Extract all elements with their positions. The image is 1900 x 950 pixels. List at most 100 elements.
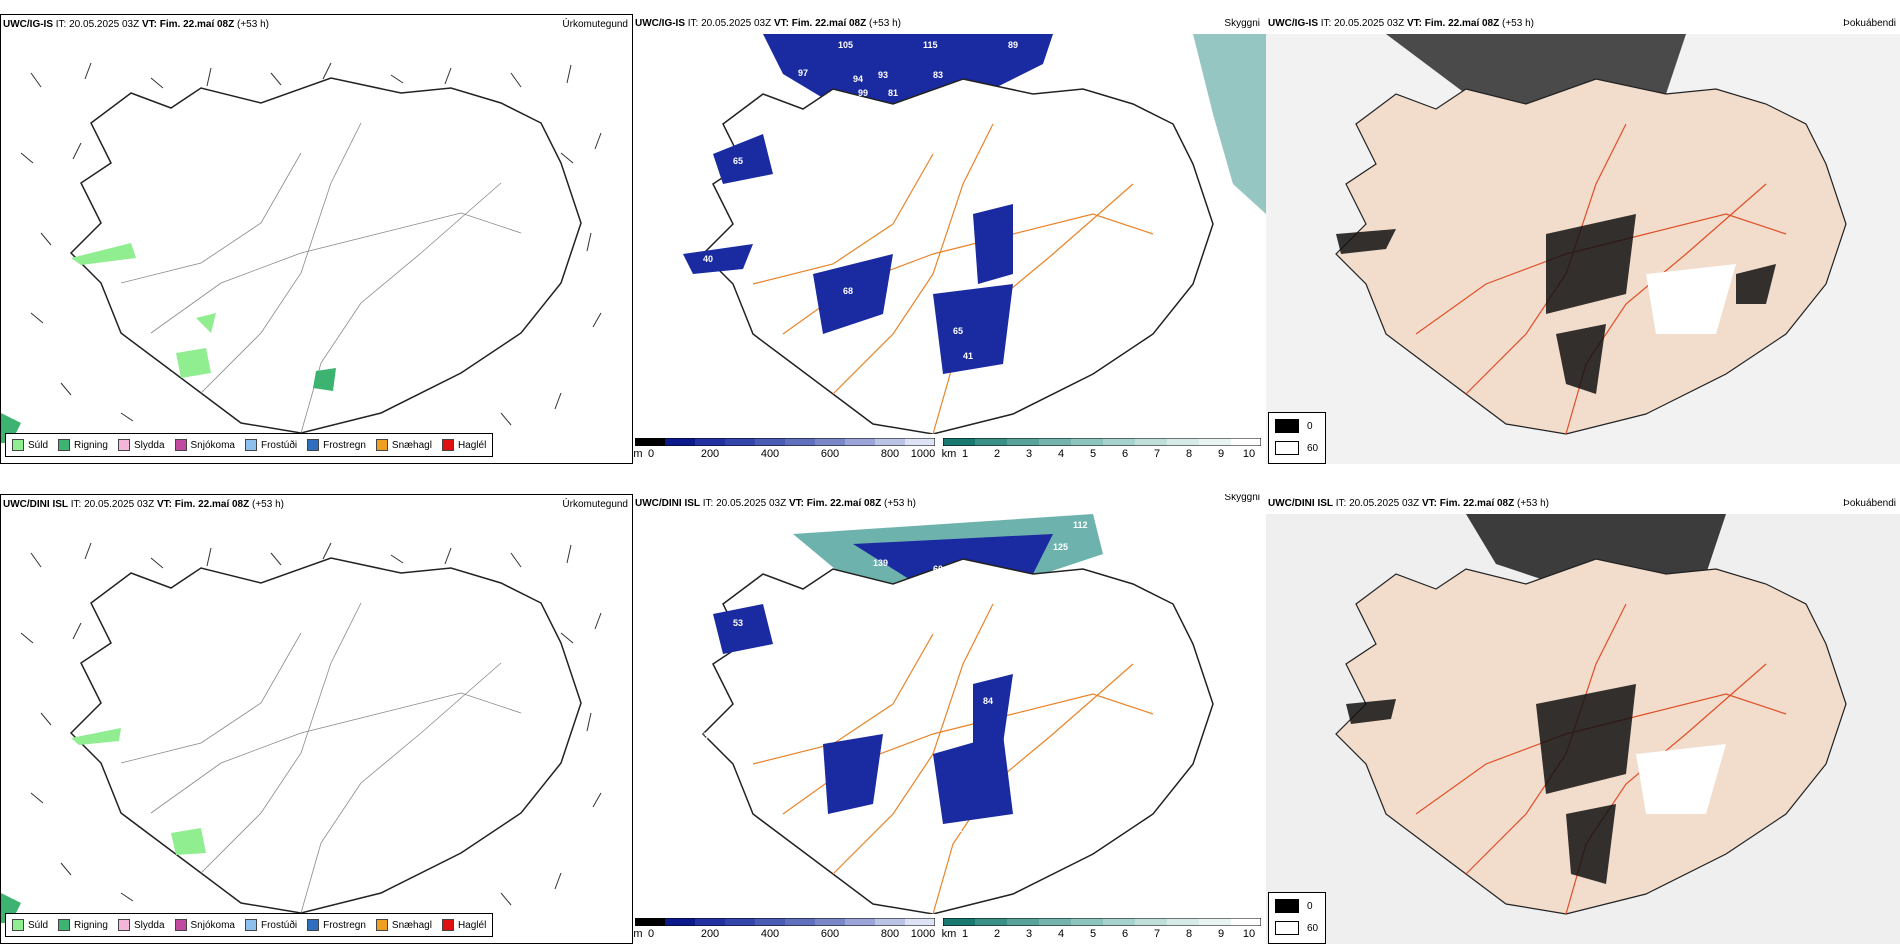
panel-header: UWC/DINI ISL IT: 20.05.2025 03Z VT: Fim.…: [3, 499, 284, 510]
visibility-colorbar-swatches: [943, 918, 1261, 926]
svg-text:139: 139: [873, 558, 888, 568]
iceland-outline: [701, 78, 1214, 434]
panel-header: UWC/IG-IS IT: 20.05.2025 03Z VT: Fim. 22…: [1268, 18, 1534, 29]
fog-index-map: [1266, 514, 1900, 944]
visibility-colorbar: km 1 2 3 4 5 6 7 8 9 10: [942, 438, 1261, 460]
legend-item-drizzle: Súld: [12, 439, 48, 451]
legend-swatch: [58, 919, 71, 931]
svg-text:60: 60: [933, 564, 943, 574]
svg-text:81: 81: [888, 88, 898, 98]
visibility-colorbar: km 1 2 3 4 5 6 7 8 9 10: [942, 918, 1261, 940]
fog-legend: 0 60: [1268, 892, 1326, 944]
legend-swatch: [375, 439, 388, 451]
precip-type-map: [1, 542, 602, 923]
legend-swatch: [12, 439, 24, 451]
precip-legend: Súld Rigning Slydda Snjókoma Frostúði Fr…: [5, 433, 494, 457]
svg-text:51: 51: [953, 824, 963, 834]
svg-text:68: 68: [843, 286, 853, 296]
legend-swatch: [117, 439, 130, 451]
panel-header: UWC/DINI ISL IT: 20.05.2025 03Z VT: Fim.…: [1268, 498, 1549, 509]
legend-item-sleet: Slydda: [117, 439, 165, 451]
fog-areas: [1346, 684, 1636, 884]
legend-item-snow: Snjókoma: [174, 439, 235, 451]
legend-swatch: [244, 919, 257, 931]
visibility-panel-bottom: UWC/DINI ISL IT: 20.05.2025 03Z VT: Fim.…: [633, 494, 1266, 944]
fog-areas: [1336, 214, 1776, 394]
low-visibility-areas: [713, 604, 1013, 824]
wind-barbs: [20, 542, 602, 906]
elevation-colorbar-swatches: [635, 918, 935, 926]
svg-text:84: 84: [983, 696, 993, 706]
visibility-labels: 105 115 89 97 94 93 83 81 99 65 40 68 65…: [703, 40, 1018, 361]
visibility-colorbar-swatches: [943, 438, 1261, 446]
svg-text:97: 97: [798, 68, 808, 78]
panel-title: Úrkomutegund: [562, 19, 628, 30]
fog-legend-swatch: [1275, 441, 1299, 455]
legend-swatch: [244, 439, 257, 451]
legend-item-freezing-rain: Frostregn: [307, 439, 366, 451]
legend-item-snow-pellets: Snæhagl: [375, 439, 432, 451]
elevation-colorbar-swatches: [635, 438, 935, 446]
legend-item-freezing-drizzle: Frostúði: [244, 439, 297, 451]
panel-header: UWC/DINI ISL IT: 20.05.2025 03Z VT: Fim.…: [635, 498, 916, 509]
svg-text:65: 65: [953, 326, 963, 336]
legend-swatch: [375, 919, 388, 931]
vt-label: VT:: [141, 19, 157, 30]
iceland-outline: [701, 558, 1214, 914]
it-value: 20.05.2025 03Z: [69, 19, 140, 30]
unit-label: km: [941, 448, 957, 460]
legend-item-hail: Haglél: [441, 439, 486, 451]
precip-type-map: [1, 62, 602, 443]
legend-item-rain: Rigning: [58, 439, 108, 451]
elevation-colorbar: m 0 200 400 600 800 1000: [633, 438, 935, 460]
precip-areas: [1, 243, 336, 443]
legend-swatch: [174, 439, 187, 451]
svg-text:34: 34: [703, 731, 713, 741]
legend-swatch: [307, 919, 320, 931]
svg-text:99: 99: [858, 88, 868, 98]
elevation-colorbar: m 0 200 400 600 800 1000: [633, 918, 935, 940]
fog-legend: 0 60: [1268, 412, 1326, 464]
panel-title: Þokuábendi: [1843, 498, 1896, 509]
svg-text:94: 94: [853, 74, 863, 84]
legend-swatch: [174, 919, 187, 931]
legend-swatch: [441, 919, 454, 931]
svg-text:41: 41: [963, 351, 973, 361]
low-visibility-areas: [683, 134, 1013, 374]
fog-legend-swatch: [1275, 419, 1299, 433]
svg-text:78: 78: [863, 594, 873, 604]
legend-swatch: [58, 439, 71, 451]
svg-text:112: 112: [1073, 520, 1088, 530]
svg-text:93: 93: [878, 70, 888, 80]
fog-legend-swatch: [1275, 899, 1299, 913]
svg-text:89: 89: [1008, 40, 1018, 50]
panel-header: UWC/IG-IS IT: 20.05.2025 03Z VT: Fim. 22…: [635, 18, 901, 29]
fog-index-panel-top: UWC/IG-IS IT: 20.05.2025 03Z VT: Fim. 22…: [1266, 14, 1900, 464]
panel-title: Skyggni: [1224, 494, 1260, 503]
legend-swatch: [117, 919, 130, 931]
visibility-panel-top: UWC/IG-IS IT: 20.05.2025 03Z VT: Fim. 22…: [633, 14, 1266, 464]
svg-text:40: 40: [703, 254, 713, 264]
fog-index-panel-bottom: UWC/DINI ISL IT: 20.05.2025 03Z VT: Fim.…: [1266, 494, 1900, 944]
lead-time: (+53 h): [237, 19, 269, 30]
fog-index-map: [1266, 34, 1900, 464]
precip-type-panel-top: UWC/IG-IS IT: 20.05.2025 03Z VT: Fim. 22…: [0, 14, 633, 464]
svg-text:53: 53: [733, 618, 743, 628]
iceland-outline: [69, 557, 582, 914]
precip-legend: Súld Rigning Slydda Snjókoma Frostúði Fr…: [5, 913, 494, 937]
roads: [120, 602, 522, 914]
visibility-map: 105 115 89 97 94 93 83 81 99 65 40 68 65…: [683, 34, 1266, 434]
svg-text:79: 79: [843, 574, 853, 584]
svg-text:65: 65: [733, 156, 743, 166]
it-label: IT:: [55, 19, 67, 30]
wind-barbs: [20, 62, 602, 426]
svg-text:125: 125: [1053, 542, 1068, 552]
panel-header: UWC/IG-IS IT: 20.05.2025 03Z VT: Fim. 22…: [3, 19, 269, 30]
model-name: UWC/IG-IS: [3, 19, 53, 30]
panel-title: Skyggni: [1224, 18, 1260, 29]
visibility-map: 112 125 139 60 79 78 53 34 84 51: [701, 514, 1214, 914]
legend-swatch: [441, 439, 454, 451]
panel-title: Úrkomutegund: [562, 499, 628, 510]
panel-title: Þokuábendi: [1843, 18, 1896, 29]
svg-text:83: 83: [933, 70, 943, 80]
